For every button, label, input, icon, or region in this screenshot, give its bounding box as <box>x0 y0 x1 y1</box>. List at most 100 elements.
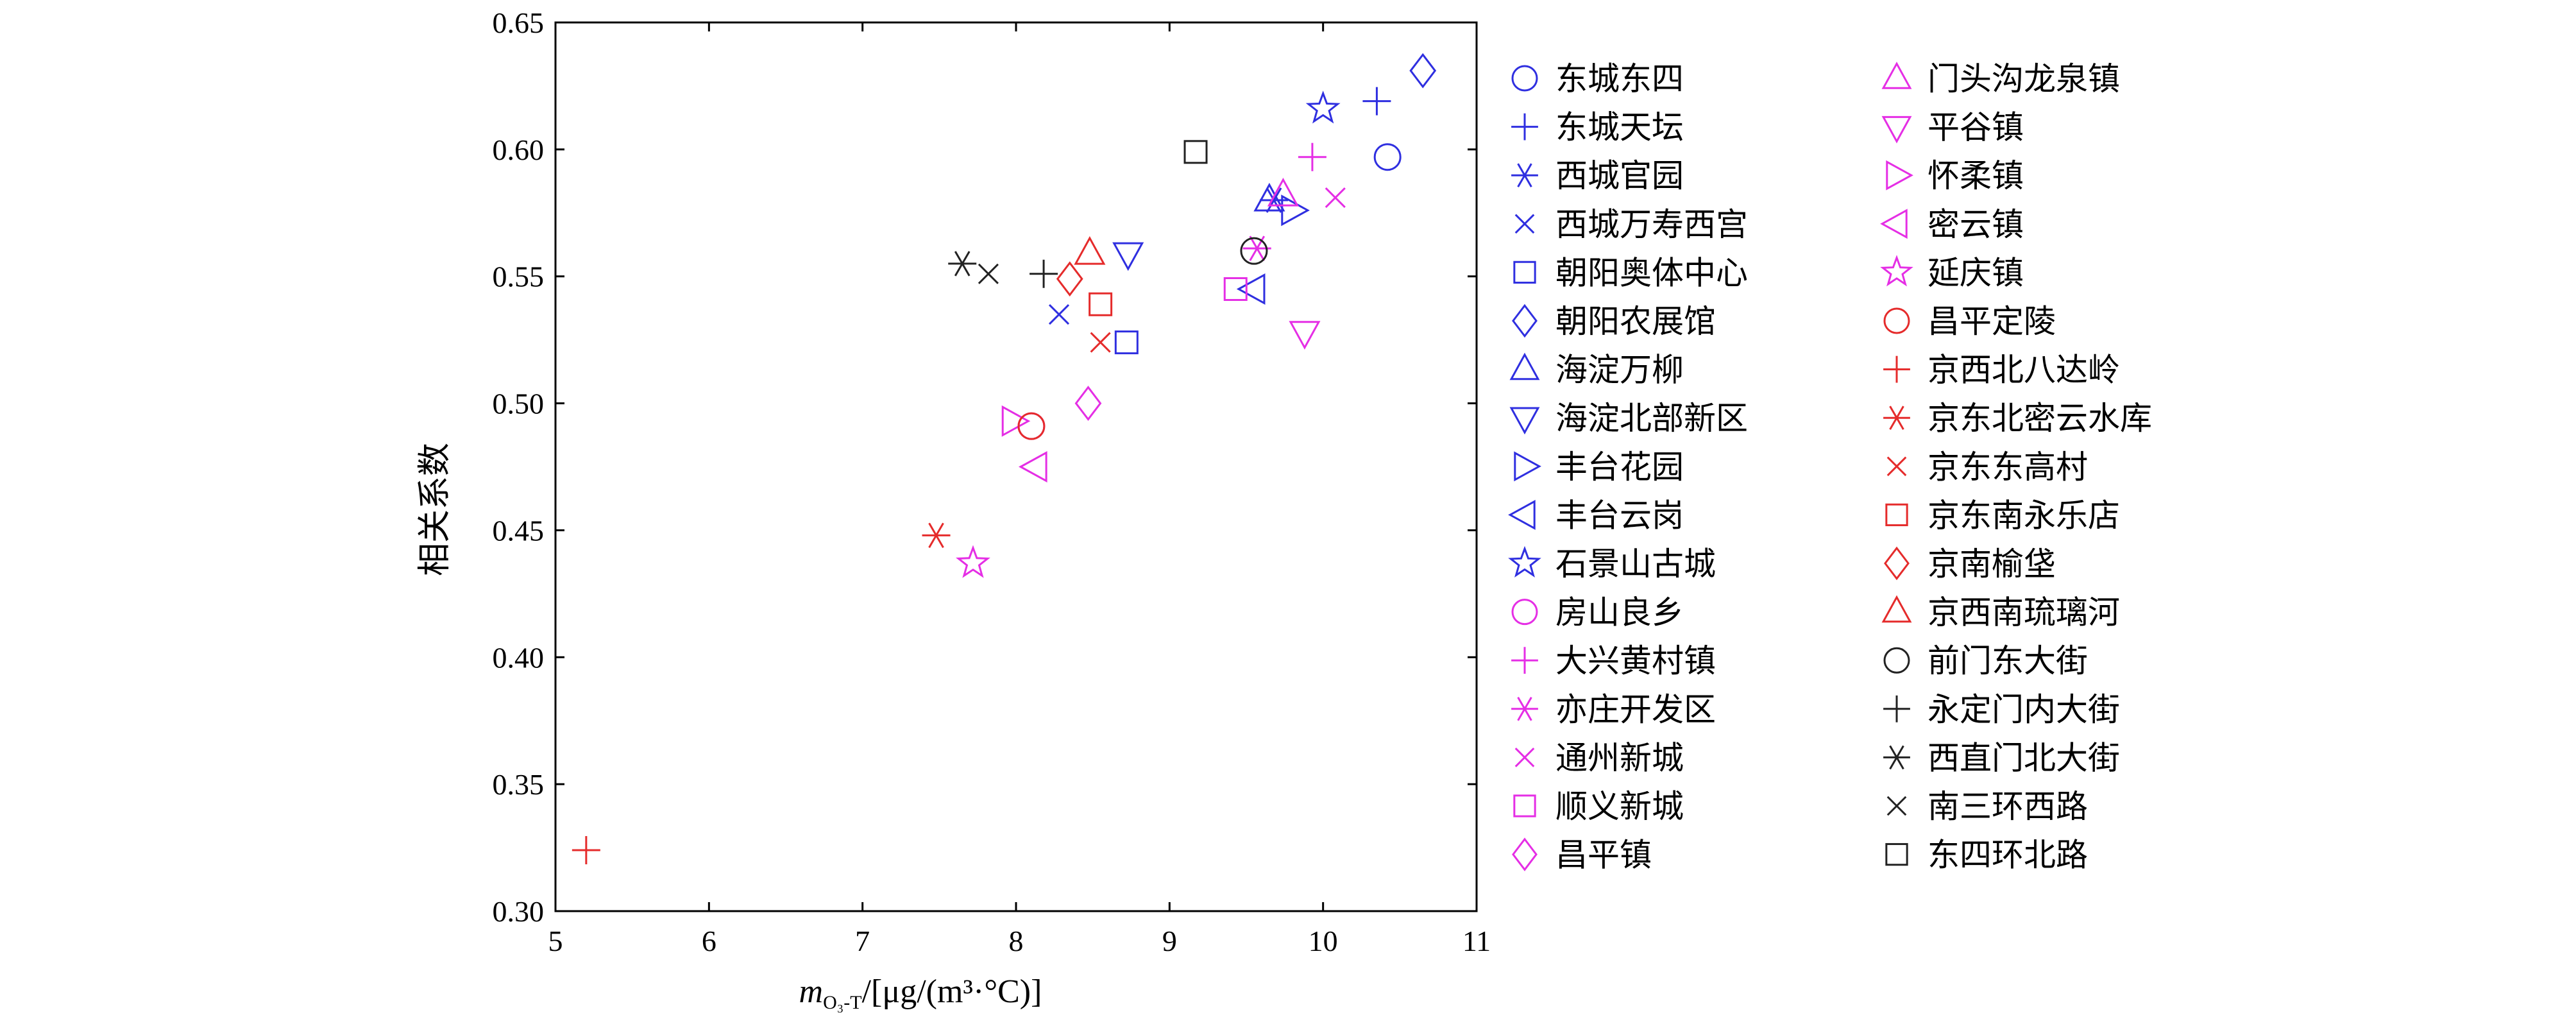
x-tick-label: 9 <box>1162 925 1177 957</box>
legend-marker-square <box>1885 842 1908 866</box>
x-tick-label: 5 <box>548 925 563 957</box>
data-point-star <box>956 545 990 578</box>
data-point-square <box>1114 330 1139 355</box>
legend-label: 亦庄开发区 <box>1555 691 1716 728</box>
legend-marker-x <box>1886 796 1907 816</box>
legend-label: 前门东大街 <box>1928 642 2088 679</box>
legend-label: 顺义新城 <box>1555 788 1684 825</box>
legend-marker-asterisk <box>1883 745 1910 770</box>
y-tick-label: 0.50 <box>493 388 545 420</box>
legend-marker-square <box>1513 794 1536 817</box>
legend-label: 永定门内大街 <box>1928 691 2120 728</box>
data-point-asterisk <box>948 251 977 277</box>
legend-label: 西城官园 <box>1555 157 1684 194</box>
data-point-plus <box>1030 259 1058 288</box>
x-tick-label: 6 <box>702 925 716 957</box>
data-point-triangle-left <box>1236 273 1266 305</box>
legend-label: 南三环西路 <box>1928 788 2088 825</box>
legend-label: 京西南琉璃河 <box>1928 594 2120 631</box>
legend-marker-diamond <box>1512 303 1538 338</box>
legend-marker-diamond <box>1512 837 1538 871</box>
data-point-diamond <box>1409 53 1437 89</box>
legend-label: 怀柔镇 <box>1928 157 2024 194</box>
legend-label: 西城万寿西宫 <box>1555 206 1748 243</box>
data-point-triangle-down <box>1289 321 1321 350</box>
data-point-square <box>1223 277 1248 301</box>
data-point-plus <box>1362 87 1391 115</box>
legend-label: 丰台云岗 <box>1555 497 1684 534</box>
legend-label: 朝阳农展馆 <box>1555 303 1716 340</box>
data-point-triangle-left <box>1019 450 1047 483</box>
y-axis: 0.30 0.35 0.40 0.45 0.50 0.55 0.60 0.65 <box>493 6 1477 928</box>
y-tick-label: 0.35 <box>493 768 545 801</box>
legend-marker-triangle-right <box>1886 160 1913 191</box>
legend-marker-x <box>1514 748 1535 767</box>
legend-marker-circle <box>1511 599 1538 626</box>
data-point-plus <box>572 836 600 865</box>
legend-label: 东四环北路 <box>1928 837 2088 874</box>
legend-marker-triangle-down <box>1509 407 1540 435</box>
legend-label: 昌平定陵 <box>1928 303 2056 340</box>
legend-marker-diamond <box>1884 546 1910 581</box>
legend-marker-circle <box>1511 65 1538 92</box>
legend-marker-square <box>1513 261 1536 284</box>
x-tick-label: 7 <box>855 925 870 957</box>
legend-label: 平谷镇 <box>1928 109 2024 146</box>
legend-label: 大兴黄村镇 <box>1555 642 1716 679</box>
y-tick-label: 0.55 <box>493 261 545 293</box>
legend-marker-asterisk <box>1883 406 1910 431</box>
legend-marker-triangle-up <box>1881 62 1912 89</box>
data-point-triangle-up <box>1074 235 1106 265</box>
y-tick-label: 0.30 <box>493 895 545 928</box>
data-point-plus <box>1298 142 1326 171</box>
legend-marker-triangle-right <box>1514 451 1541 482</box>
legend-label: 东城天坛 <box>1555 109 1684 146</box>
x-tick-label: 11 <box>1462 925 1491 957</box>
data-point-square <box>1089 292 1113 316</box>
legend-label: 海淀北部新区 <box>1555 400 1748 437</box>
data-point-circle <box>1240 237 1268 265</box>
data-point-triangle-up <box>1267 177 1299 207</box>
legend-marker-triangle-up <box>1509 352 1540 380</box>
legend-marker-circle <box>1883 307 1910 334</box>
legend-label: 京东北密云水库 <box>1928 400 2152 437</box>
legend-label: 京东东高村 <box>1928 449 2088 486</box>
legend-marker-asterisk <box>1511 163 1538 188</box>
data-point-asterisk <box>922 522 951 549</box>
y-tick-label: 0.40 <box>493 641 545 674</box>
legend-marker-asterisk <box>1511 696 1538 721</box>
y-tick-label: 0.45 <box>493 514 545 547</box>
legend-marker-x <box>1514 214 1535 234</box>
legend-label: 昌平镇 <box>1555 837 1652 874</box>
legend-label: 海淀万柳 <box>1555 352 1684 389</box>
legend-marker-x <box>1886 456 1907 477</box>
data-points <box>572 53 1437 865</box>
legend-marker-triangle-left <box>1880 209 1908 239</box>
data-point-square <box>1183 140 1208 164</box>
x-tick-label: 10 <box>1309 925 1338 957</box>
legend-label: 京南榆垡 <box>1928 545 2056 583</box>
legend-marker-star <box>1880 255 1913 287</box>
legend-marker-plus <box>1511 647 1538 674</box>
legend-label: 丰台花园 <box>1555 449 1684 486</box>
legend-label: 房山良乡 <box>1555 594 1684 631</box>
legend-label: 京西北八达岭 <box>1928 352 2120 389</box>
legend-marker-plus <box>1883 695 1910 722</box>
legend-label: 门头沟龙泉镇 <box>1928 60 2120 98</box>
x-axis-title: mO₃-T/[μg/(m³·°C)] <box>799 973 1042 1013</box>
legend-marker-square <box>1885 503 1908 527</box>
x-axis-title-unit: /[μg/(m³·°C)] <box>862 973 1042 1010</box>
y-tick-label: 0.60 <box>493 133 545 166</box>
x-axis-title-subscript: O₃-T <box>823 992 861 1013</box>
data-point-x <box>1090 332 1111 353</box>
x-axis: 5 6 7 8 9 10 11 <box>548 22 1491 957</box>
data-point-triangle-down <box>1112 242 1144 271</box>
data-point-triangle-right <box>1281 194 1310 226</box>
x-axis-title-symbol: m <box>799 973 824 1010</box>
legend: 东城东四东城天坛西城官园西城万寿西宫朝阳奥体中心朝阳农展馆海淀万柳海淀北部新区丰… <box>1508 60 2152 874</box>
data-point-asterisk <box>1260 187 1289 213</box>
legend-label: 京东南永乐店 <box>1928 497 2120 534</box>
legend-label: 朝阳奥体中心 <box>1555 254 1748 291</box>
